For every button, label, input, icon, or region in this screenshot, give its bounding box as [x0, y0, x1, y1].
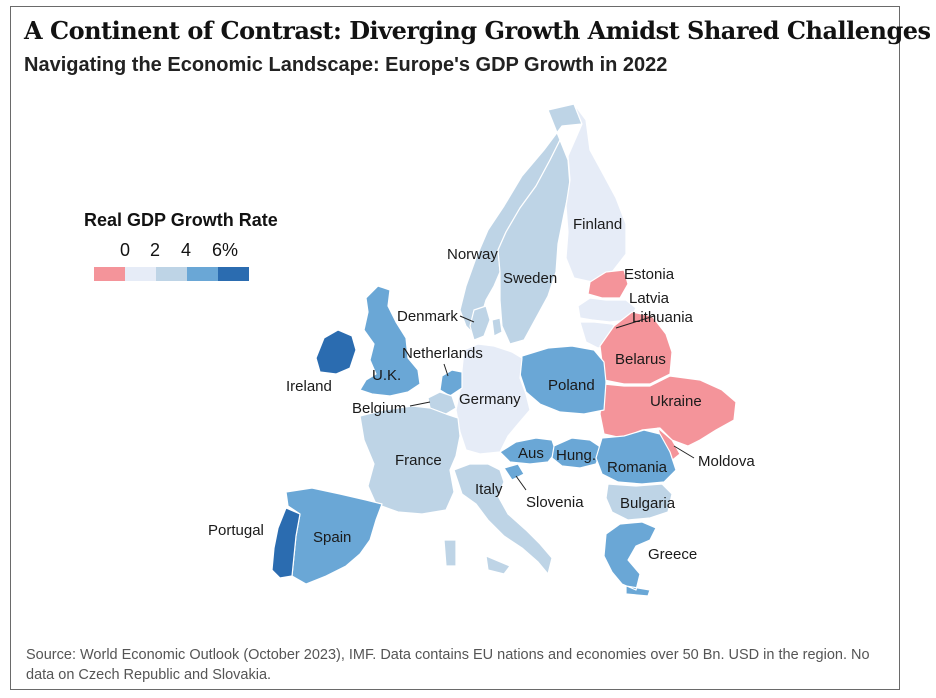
source-note: Source: World Economic Outlook (October … [26, 647, 870, 683]
country-uk [359, 285, 421, 397]
country-ukraine [599, 375, 737, 447]
label-poland: Poland [548, 377, 595, 394]
legend-swatch-high [187, 267, 218, 281]
country-poland [519, 345, 607, 415]
legend-tick-4: 4 [181, 240, 192, 260]
label-estonia: Estonia [624, 266, 675, 283]
country-italy [443, 463, 553, 575]
label-portugal: Portugal [208, 522, 264, 539]
legend-swatch-top [218, 267, 249, 281]
label-slovenia: Slovenia [526, 494, 584, 511]
leader-line-denmark [459, 315, 475, 323]
label-austria: Aus [518, 445, 544, 462]
label-uk: U.K. [372, 367, 401, 384]
legend-swatch-low [125, 267, 156, 281]
label-spain: Spain [313, 529, 351, 546]
leader-line-lithuania [615, 315, 655, 329]
label-ukraine: Ukraine [650, 393, 702, 410]
leader-line-slovenia [515, 475, 527, 491]
country-portugal [271, 507, 301, 579]
legend-ticks: 0 2 4 6% [88, 240, 258, 262]
country-bulgaria [605, 483, 673, 521]
legend-tick-6: 6% [212, 240, 239, 260]
label-belarus: Belarus [615, 351, 666, 368]
country-germany [455, 343, 531, 455]
label-lithuania: Lithuania [632, 309, 694, 326]
label-belgium: Belgium [352, 400, 406, 417]
country-estonia [587, 269, 629, 299]
label-italy: Italy [475, 481, 503, 498]
country-denmark [469, 305, 503, 341]
country-sweden [497, 139, 571, 345]
leader-line-belgium [409, 401, 431, 407]
legend-swatch-negative [94, 267, 125, 281]
map-subtitle: Navigating the Economic Landscape: Europ… [24, 54, 668, 76]
label-denmark: Denmark [397, 308, 458, 325]
label-germany: Germany [459, 391, 521, 408]
leader-line-moldova [673, 445, 695, 459]
label-moldova: Moldova [698, 453, 755, 470]
legend-swatch-mid [156, 267, 187, 281]
country-greece [603, 521, 657, 597]
legend-title: Real GDP Growth Rate [84, 210, 278, 230]
country-finland [565, 103, 627, 283]
label-bulgaria: Bulgaria [620, 495, 676, 512]
label-france: France [395, 452, 442, 469]
label-sweden: Sweden [503, 270, 557, 287]
legend-color-scale [94, 267, 249, 281]
figure-frame [10, 6, 900, 690]
label-hungary: Hung. [556, 447, 596, 464]
map-title: A Continent of Contrast: Diverging Growt… [24, 16, 931, 45]
label-netherlands: Netherlands [402, 345, 483, 362]
label-latvia: Latvia [629, 290, 670, 307]
country-france [359, 405, 461, 515]
country-slovenia [503, 463, 525, 481]
country-netherlands [439, 369, 463, 397]
label-greece: Greece [648, 546, 697, 563]
country-hungary [551, 437, 603, 469]
legend-tick-0: 0 [120, 240, 131, 260]
label-ireland: Ireland [286, 378, 332, 395]
legend-tick-2: 2 [150, 240, 161, 260]
label-norway: Norway [447, 246, 498, 263]
label-finland: Finland [573, 216, 622, 233]
country-ireland [315, 329, 357, 375]
label-romania: Romania [607, 459, 668, 476]
country-romania [595, 429, 677, 485]
leader-line-netherlands [443, 363, 449, 377]
